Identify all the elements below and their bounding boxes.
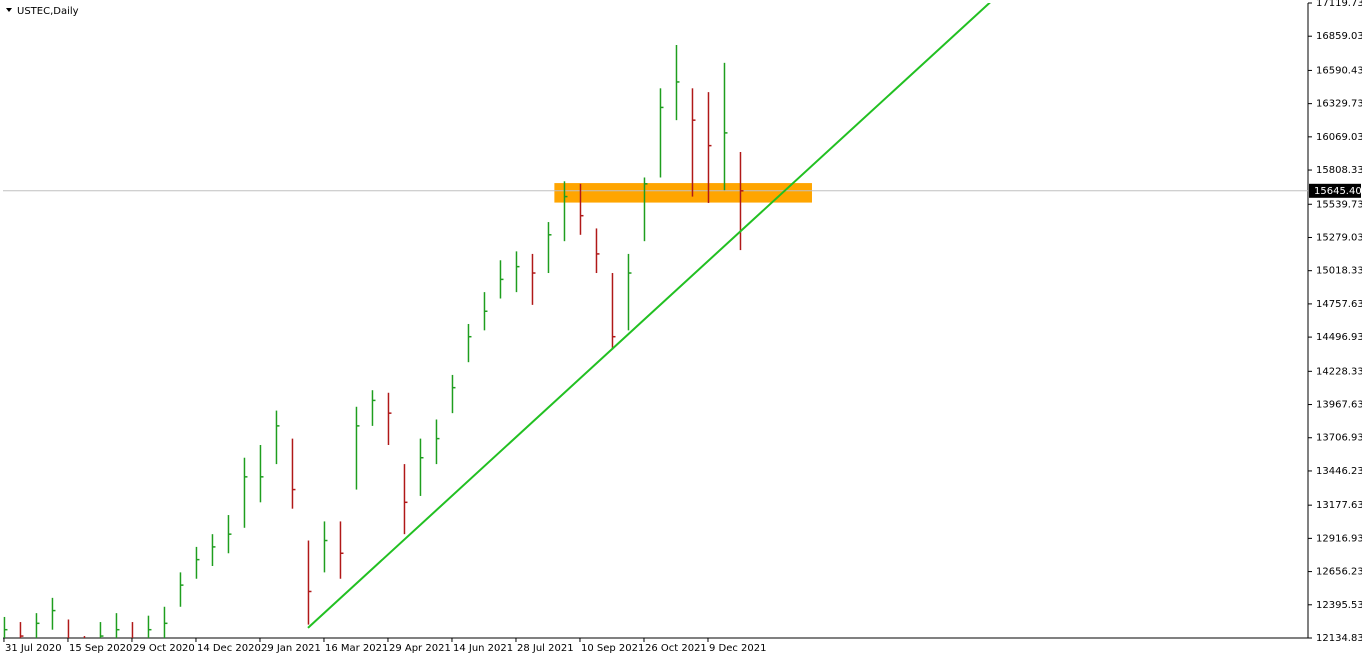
y-tick-label: 16329.73 <box>1316 99 1362 110</box>
y-tick-label: 13446.23 <box>1316 466 1362 477</box>
zone <box>554 183 812 203</box>
x-tick-label: 9 Dec 2021 <box>709 643 767 654</box>
chart-title: USTEC,Daily <box>17 6 79 17</box>
x-tick-label: 28 Jul 2021 <box>517 643 574 654</box>
price-label: 15645.40 <box>1314 186 1362 197</box>
y-tick-label: 12916.93 <box>1316 533 1362 544</box>
y-tick-label: 12134.83 <box>1316 633 1362 644</box>
y-tick-label: 15018.33 <box>1316 266 1362 277</box>
x-tick-label: 10 Sep 2021 <box>581 643 644 654</box>
x-tick-label: 26 Oct 2021 <box>645 643 707 654</box>
y-tick-label: 15279.03 <box>1316 232 1362 243</box>
x-tick-label: 14 Jun 2021 <box>453 643 513 654</box>
y-tick-label: 14228.33 <box>1316 366 1362 377</box>
x-tick-label: 29 Oct 2020 <box>133 643 195 654</box>
y-tick-label: 14757.63 <box>1316 299 1362 310</box>
y-tick-label: 16590.43 <box>1316 65 1362 76</box>
x-tick-label: 29 Apr 2021 <box>389 643 451 654</box>
y-tick-label: 13967.63 <box>1316 400 1362 411</box>
plot-area <box>3 3 1308 638</box>
x-tick-label: 29 Jan 2021 <box>261 643 321 654</box>
y-tick-label: 16069.03 <box>1316 132 1362 143</box>
x-tick-label: 14 Dec 2020 <box>197 643 261 654</box>
price-label-box <box>1309 183 1361 198</box>
y-tick-label: 14496.93 <box>1316 332 1362 343</box>
x-tick-label: 16 Mar 2021 <box>325 643 388 654</box>
y-tick-label: 16859.03 <box>1316 31 1362 42</box>
y-tick-label: 13177.63 <box>1316 500 1362 511</box>
x-tick-label: 15 Sep 2020 <box>69 643 132 654</box>
y-tick-label: 17119.73 <box>1316 0 1362 9</box>
y-tick-label: 15808.33 <box>1316 165 1362 176</box>
x-tick-label: 31 Jul 2020 <box>5 643 62 654</box>
trendline <box>307 3 991 629</box>
y-tick-label: 12395.53 <box>1316 600 1362 611</box>
y-tick-label: 13706.93 <box>1316 433 1362 444</box>
menu-arrow[interactable] <box>6 8 12 12</box>
y-tick-label: 12656.23 <box>1316 567 1362 578</box>
y-tick-label: 15539.73 <box>1316 199 1362 210</box>
